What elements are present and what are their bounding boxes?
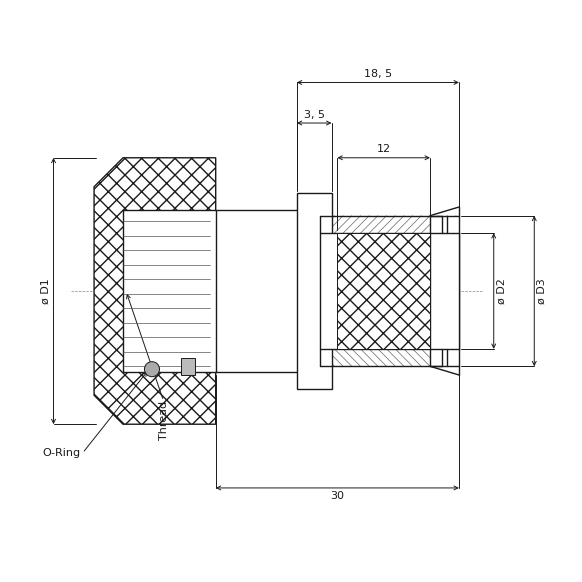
Bar — [338, 233, 430, 349]
Bar — [123, 210, 216, 372]
Bar — [320, 233, 459, 349]
Text: 3, 5: 3, 5 — [304, 109, 325, 119]
Bar — [430, 216, 459, 366]
Text: 12: 12 — [377, 144, 391, 154]
Text: 30: 30 — [331, 491, 345, 502]
Text: Thread: Thread — [158, 401, 169, 440]
Bar — [216, 210, 320, 372]
Text: ø D1: ø D1 — [41, 278, 51, 304]
Text: 18, 5: 18, 5 — [364, 69, 392, 79]
Text: ø D3: ø D3 — [537, 278, 547, 304]
Bar — [181, 357, 196, 375]
Polygon shape — [94, 158, 216, 424]
Circle shape — [144, 361, 159, 377]
Text: ø D2: ø D2 — [496, 278, 506, 304]
Bar — [297, 193, 332, 389]
Text: O-Ring: O-Ring — [42, 448, 80, 458]
